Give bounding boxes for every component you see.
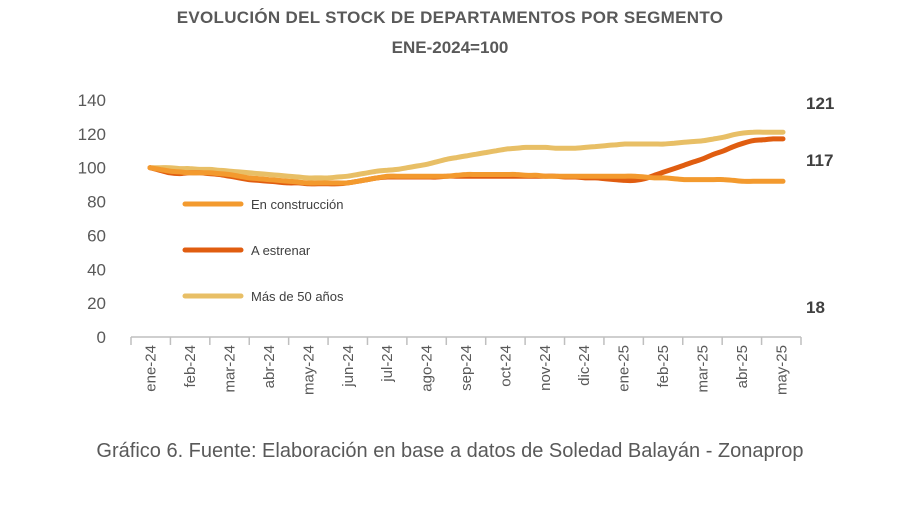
y-tick-label: 60 bbox=[87, 226, 106, 245]
x-tick-label: may-25 bbox=[773, 345, 790, 395]
y-tick-label: 0 bbox=[97, 328, 106, 347]
x-tick-label: mar-25 bbox=[694, 345, 711, 393]
y-tick-label: 40 bbox=[87, 260, 106, 279]
x-tick-label: ago-24 bbox=[419, 345, 436, 392]
y-tick-label: 20 bbox=[87, 294, 106, 313]
end-value-label: 121 bbox=[806, 94, 834, 113]
end-value-label: 117 bbox=[806, 151, 833, 170]
y-tick-label: 140 bbox=[78, 91, 106, 110]
series-line-2 bbox=[147, 129, 786, 181]
x-tick-label: feb-25 bbox=[655, 345, 672, 388]
legend-label: En construcción bbox=[251, 197, 344, 212]
chart-title: EVOLUCIÓN DEL STOCK DE DEPARTAMENTOS POR… bbox=[176, 8, 724, 27]
x-tick-label: mar-24 bbox=[222, 345, 239, 393]
chart-subtitle: ENE-2024=100 bbox=[391, 38, 509, 57]
end-value-label: 18 bbox=[806, 298, 825, 317]
x-tick-label: abr-24 bbox=[261, 345, 278, 388]
y-tick-label: 100 bbox=[78, 159, 106, 178]
x-tick-label: jul-24 bbox=[379, 345, 396, 383]
x-tick-label: feb-24 bbox=[182, 345, 199, 388]
x-tick-label: ene-25 bbox=[616, 345, 633, 392]
series-line-0 bbox=[147, 165, 786, 186]
legend-label: Más de 50 años bbox=[251, 289, 344, 304]
x-tick-label: abr-25 bbox=[734, 345, 751, 388]
chart-caption: Gráfico 6. Fuente: Elaboración en base a… bbox=[96, 440, 804, 462]
legend-label: A estrenar bbox=[251, 243, 311, 258]
line-chart: 0 20 40 60 80 100 120 140 ene-24 feb-24 mar-24 abr-… bbox=[78, 91, 835, 395]
x-tick-label: sep-24 bbox=[458, 345, 475, 391]
y-tick-label: 120 bbox=[78, 125, 106, 144]
x-tick-label: may-24 bbox=[300, 345, 317, 395]
x-tick-label: nov-24 bbox=[537, 345, 554, 391]
x-tick-label: ene-24 bbox=[143, 345, 160, 392]
y-tick-label: 80 bbox=[87, 193, 106, 212]
x-tick-label: oct-24 bbox=[497, 345, 514, 387]
x-tick-label: jun-24 bbox=[340, 345, 357, 388]
x-tick-label: dic-24 bbox=[576, 345, 593, 386]
